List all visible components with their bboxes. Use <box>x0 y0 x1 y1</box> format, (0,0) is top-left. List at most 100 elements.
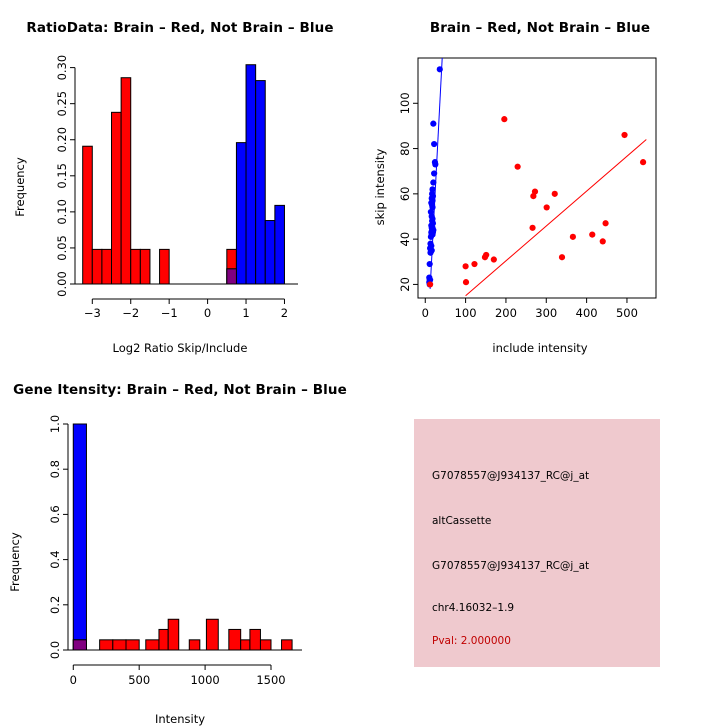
scatter-point <box>427 249 434 256</box>
histogram-bar <box>111 111 122 285</box>
histogram-bar <box>125 639 140 651</box>
histogram-bar-overlap <box>226 268 237 285</box>
panel-ratio-histogram: RatioData: Brain – Red, Not Brain – Blue… <box>0 0 360 360</box>
histogram-bar-overlap <box>72 639 87 651</box>
scatter-point <box>429 186 436 193</box>
scatter-point <box>430 120 437 127</box>
y-axis-tick-label: 0.6 <box>48 505 62 523</box>
y-axis-tick-label: 20 <box>398 277 412 292</box>
gene-histogram-title: Gene Itensity: Brain – Red, Not Brain – … <box>13 382 347 398</box>
scatter-point <box>430 179 437 186</box>
x-axis-tick-label: 2 <box>281 306 288 320</box>
histogram-bar <box>158 628 169 651</box>
histogram-bar <box>245 64 257 285</box>
scatter-title: Brain – Red, Not Brain – Blue <box>429 20 651 36</box>
histogram-bar <box>120 77 132 285</box>
x-axis-tick-label: 0 <box>70 673 77 687</box>
x-axis-tick-label: −1 <box>161 306 178 320</box>
histogram-bar <box>112 639 127 651</box>
fit-line-red-fit <box>465 139 647 297</box>
histogram-bar <box>145 639 160 651</box>
histogram-bar <box>228 628 242 651</box>
scatter-point <box>431 170 438 177</box>
scatter-point <box>462 279 470 286</box>
x-axis-tick-label: −3 <box>84 306 101 320</box>
plot-frame <box>417 57 657 299</box>
x-axis-tick-label: 300 <box>535 306 557 320</box>
ratio-histogram-plot: 0.00 0.05 0.10 0.15 0.20 0.25 0.30 −3 −2 −1 0 1 2 <box>55 55 298 320</box>
y-axis-tick-label: 40 <box>398 232 412 247</box>
scatter-point <box>529 224 536 231</box>
gene-histogram-plot: 0.0 0.2 0.4 0.6 0.8 1.0 0 500 1000 1500 <box>48 415 302 687</box>
y-axis-tick-label: 0.30 <box>55 55 69 81</box>
y-axis-tick-label: 0.10 <box>55 199 69 225</box>
x-axis-tick-label: 100 <box>455 306 477 320</box>
x-axis-tick-label: 0 <box>422 306 429 320</box>
histogram-bar <box>281 639 293 651</box>
x-axis-tick-label: 1000 <box>190 673 219 687</box>
ratio-histogram-xlabel: Log2 Ratio Skip/Include <box>112 341 248 355</box>
scatter-xlabel: include intensity <box>492 341 588 355</box>
x-axis-tick-label: 200 <box>495 306 517 320</box>
x-axis-tick-label: 1500 <box>256 673 285 687</box>
histogram-bar <box>235 142 247 285</box>
histogram-bar <box>159 248 170 285</box>
y-axis-tick-label: 100 <box>398 92 412 114</box>
scatter-point <box>501 116 508 123</box>
histogram-bar <box>255 80 266 285</box>
scatter-point <box>432 161 439 168</box>
scatter-point <box>639 159 647 166</box>
scatter-point <box>490 256 497 263</box>
histogram-bar <box>188 639 201 651</box>
y-axis-tick-label: 0.20 <box>55 127 69 153</box>
histogram-bar <box>99 639 114 651</box>
scatter-point <box>426 260 433 268</box>
x-axis-tick-label: 0 <box>204 306 211 320</box>
histogram-bar <box>82 145 93 285</box>
histogram-bar <box>139 248 151 285</box>
histogram-bar <box>264 220 276 285</box>
y-axis-tick-label: 0.15 <box>55 163 69 189</box>
scatter-plot: 20 40 60 80 100 0 100 200 300 400 500 <box>398 57 657 320</box>
histogram-bar <box>274 204 285 285</box>
scatter-point <box>589 231 596 238</box>
scatter-point <box>621 131 628 139</box>
scatter-points-group <box>426 58 647 297</box>
histogram-bar <box>72 423 87 651</box>
gene-info-locus: chr4.16032–1.9 <box>432 602 515 614</box>
scatter-point <box>431 140 438 148</box>
y-axis-tick-label: 1.0 <box>48 415 62 433</box>
histogram-bar <box>167 618 180 651</box>
scatter-point <box>551 190 558 197</box>
gene-info-event-type: altCassette <box>432 515 492 527</box>
panel-intensity-scatter: Brain – Red, Not Brain – Blue skip inten… <box>360 0 720 360</box>
histogram-bar <box>240 639 251 651</box>
scatter-point <box>599 238 606 245</box>
scatter-point <box>558 254 566 261</box>
scatter-point <box>427 281 434 288</box>
y-axis-tick-label: 0.2 <box>48 596 62 614</box>
scatter-point <box>427 233 435 240</box>
ratio-histogram-title: RatioData: Brain – Red, Not Brain – Blue <box>26 20 334 36</box>
panel-gene-info: G7078557@J934137_RC@j_at altCassette G70… <box>360 360 720 720</box>
gene-info-probeset-id: G7078557@J934137_RC@j_at <box>432 470 590 482</box>
y-axis-tick-label: 0.8 <box>48 460 62 478</box>
scatter-point <box>602 220 609 227</box>
gene-histogram-xlabel: Intensity <box>154 712 206 726</box>
y-axis-tick-label: 0.05 <box>55 235 69 261</box>
scatter-point <box>462 263 469 270</box>
scatter-point <box>436 66 443 73</box>
x-axis-tick-label: 500 <box>128 673 150 687</box>
x-axis-tick-label: 400 <box>576 306 598 320</box>
histogram-bar <box>205 618 219 651</box>
histogram-bar <box>101 248 113 285</box>
histogram-bar <box>130 248 141 285</box>
gene-info-box <box>414 419 660 667</box>
scatter-point <box>530 193 537 200</box>
panel-gene-intensity-histogram: Gene Itensity: Brain – Red, Not Brain – … <box>0 360 360 726</box>
x-axis-tick-label: −2 <box>122 306 139 320</box>
y-axis-tick-label: 0.25 <box>55 91 69 117</box>
y-axis-tick-label: 0.4 <box>48 550 62 568</box>
y-axis-tick-label: 0.00 <box>55 271 69 297</box>
scatter-point <box>481 254 489 261</box>
